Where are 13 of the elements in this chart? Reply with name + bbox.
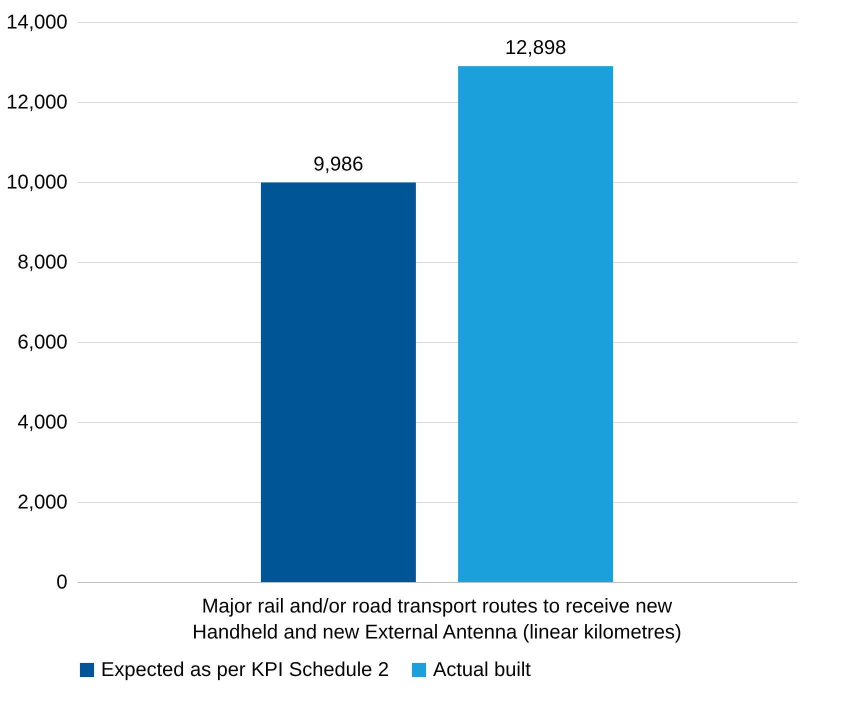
y-tick-label: 2,000 — [17, 492, 68, 514]
data-label: 9,986 — [313, 154, 364, 176]
y-tick-label: 6,000 — [17, 332, 68, 354]
x-tick-label: Major rail and/or road transport routes to receive new Handheld and new External Antenna (linear kilometres) — [192, 596, 682, 644]
y-tick-label: 10,000 — [6, 172, 68, 194]
legend-label: Expected as per KPI Schedule 2 — [101, 659, 389, 681]
data-label: 12,898 — [505, 37, 566, 60]
y-tick-label: 0 — [56, 572, 68, 594]
y-tick-label: 12,000 — [6, 92, 68, 114]
legend-label: Actual built — [433, 659, 532, 681]
y-tick-label: 14,000 — [6, 12, 68, 34]
y-tick-label: 4,000 — [17, 412, 68, 434]
y-tick-label: 8,000 — [17, 252, 68, 274]
